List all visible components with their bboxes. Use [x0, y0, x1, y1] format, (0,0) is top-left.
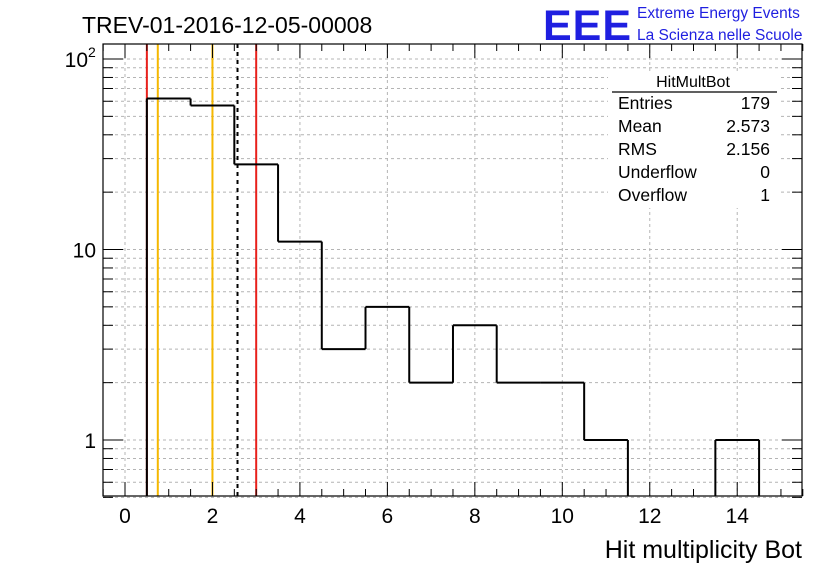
- stats-label: Entries: [618, 93, 673, 113]
- x-tick-label: 6: [382, 505, 394, 528]
- y-tick-label-exponent: 2: [88, 44, 96, 60]
- stats-label: Underflow: [618, 162, 697, 182]
- stats-label: Mean: [618, 116, 662, 136]
- histogram: [145, 97, 761, 496]
- x-tick-label: 14: [726, 505, 750, 528]
- y-tick-label: 10: [65, 49, 88, 72]
- y-tick-label: 1: [84, 430, 96, 453]
- stats-value: 2.156: [726, 139, 770, 159]
- y-tick-label: 10: [73, 240, 96, 263]
- stats-value: 179: [741, 93, 770, 113]
- stats-label: RMS: [618, 139, 657, 159]
- x-tick-label: 0: [119, 505, 131, 528]
- eee-logo: EEE: [543, 2, 632, 50]
- stats-value: 0: [760, 162, 770, 182]
- x-axis-title: Hit multiplicity Bot: [605, 536, 802, 564]
- logo-line-2: La Scienza nelle Scuole: [637, 27, 802, 44]
- stats-box-title: HitMultBot: [656, 74, 730, 91]
- stats-label: Overflow: [618, 185, 687, 205]
- axis-ticks: [102, 44, 804, 498]
- stats-value: 1: [760, 185, 770, 205]
- logo-line-1: Extreme Energy Events: [637, 5, 800, 22]
- x-tick-label: 10: [551, 505, 574, 528]
- stats-box: HitMultBot Entries 179 Mean 2.573 RMS 2.…: [608, 72, 780, 208]
- stats-value: 2.573: [726, 116, 770, 136]
- x-tick-label: 12: [638, 505, 661, 528]
- x-tick-label: 2: [207, 505, 219, 528]
- run-title: TREV-01-2016-12-05-00008: [82, 12, 372, 38]
- x-tick-label: 8: [469, 505, 481, 528]
- x-tick-label: 4: [294, 505, 306, 528]
- marker-lines: [145, 44, 258, 496]
